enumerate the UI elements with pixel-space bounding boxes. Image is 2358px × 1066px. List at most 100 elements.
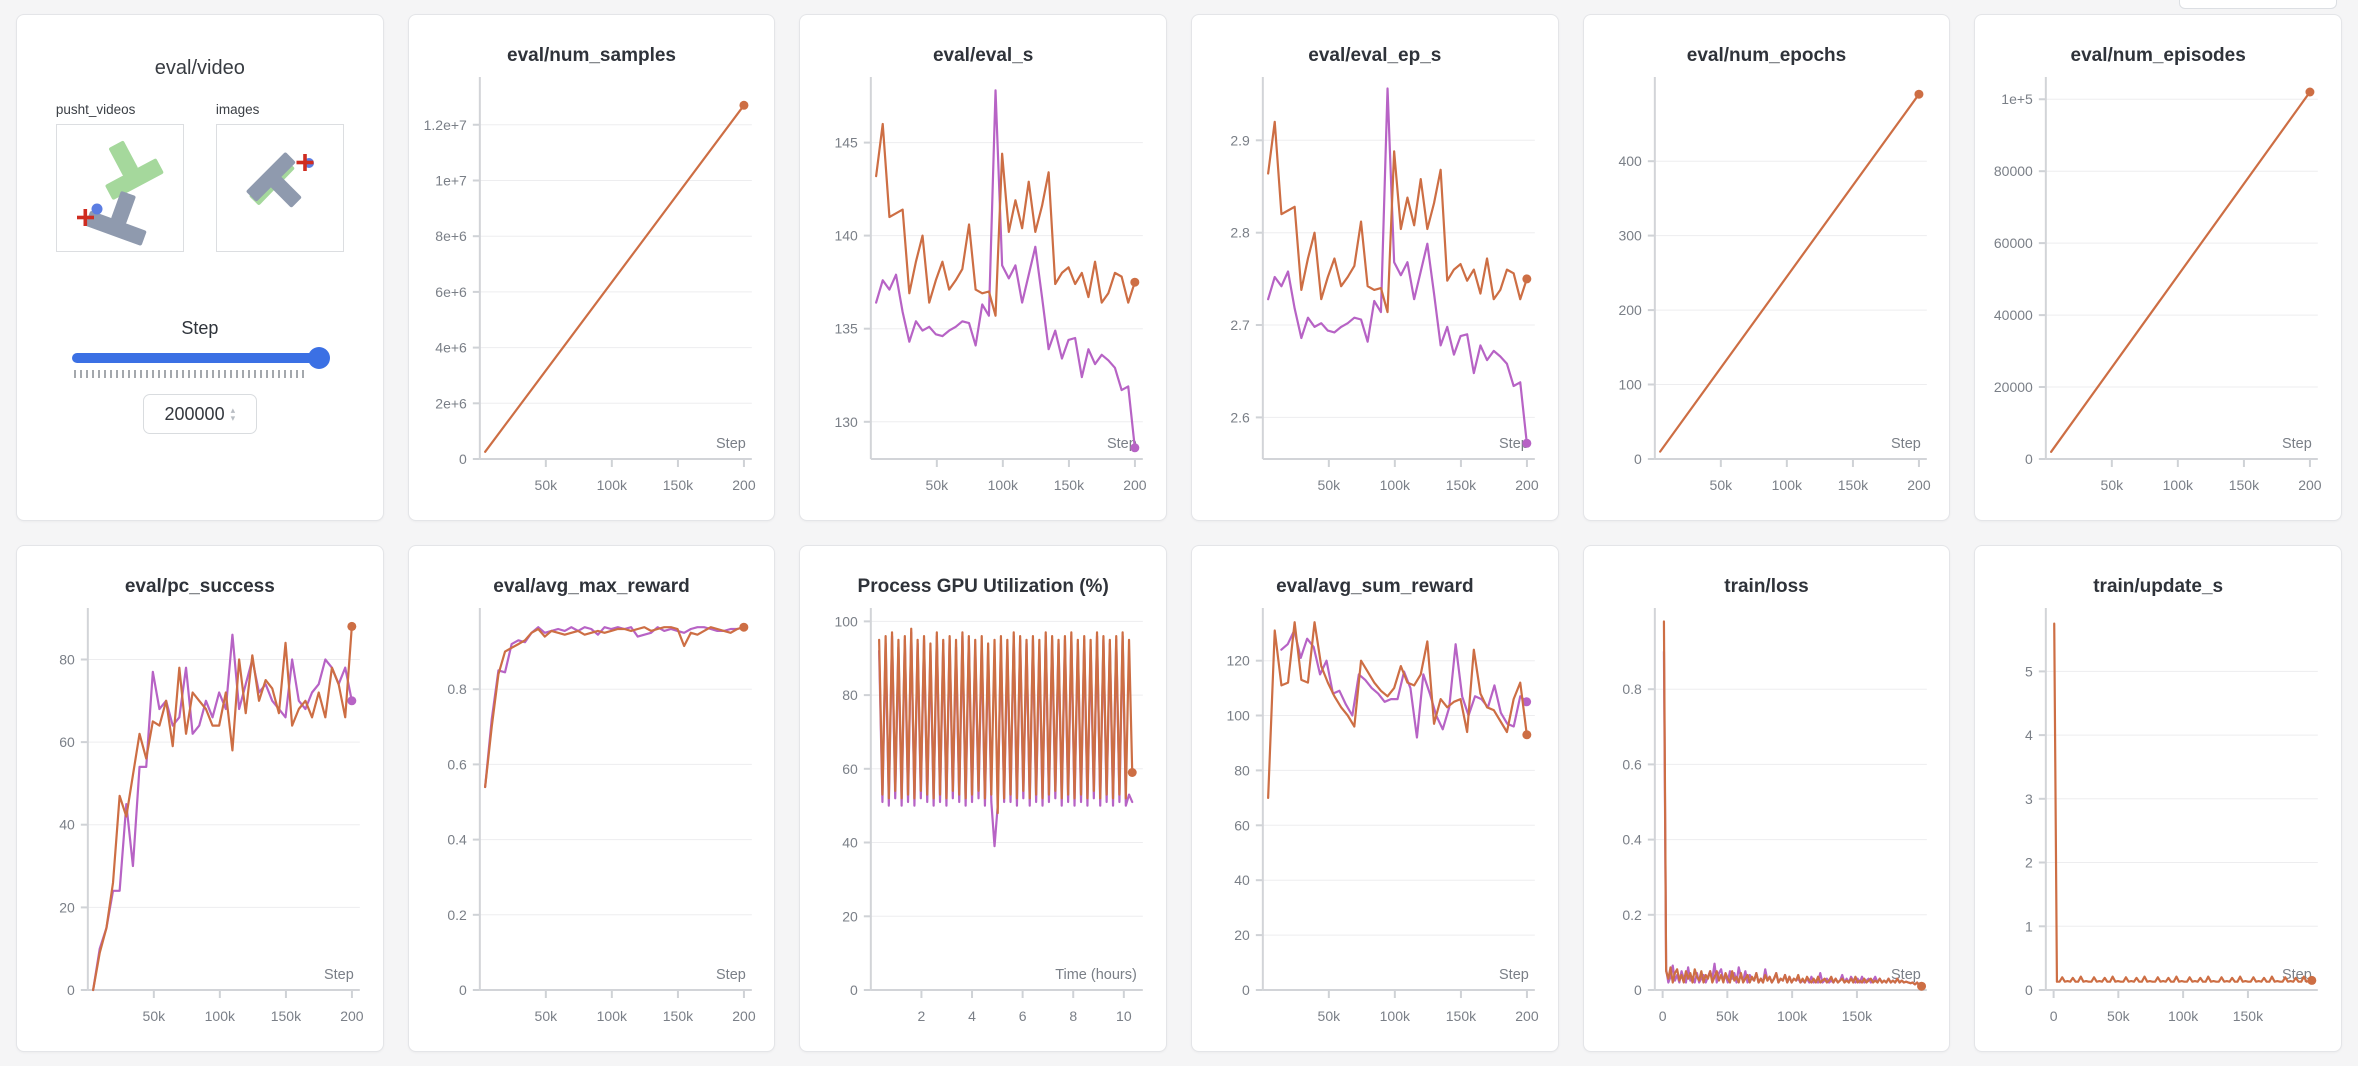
video-caption: pusht_videos xyxy=(55,102,136,117)
x-tick-label: 200 xyxy=(732,477,756,493)
panel-gpu-utilization[interactable]: Process GPU Utilization (%) 0 20 40 60 80 100… xyxy=(799,545,1167,1052)
chart-canvas: 2.6 2.7 2.8 2.9 50k 100k 150k 200 Step xyxy=(1230,77,1539,493)
x-tick-label: 100k xyxy=(596,477,627,493)
stepper-up-icon[interactable]: ▴ xyxy=(230,405,236,415)
stepper-down-icon[interactable]: ▾ xyxy=(230,413,236,423)
step-slider-ticks xyxy=(73,370,306,378)
x-tick-label: 50k xyxy=(143,1008,167,1024)
panel-eval-num-episodes[interactable]: eval/num_episodes 0 20000 40000 60000 80000 1… xyxy=(1974,14,2342,521)
x-tick-label: 100k xyxy=(1380,1008,1411,1024)
y-tick-label: 80000 xyxy=(1994,163,2033,179)
y-tick-label: 8e+6 xyxy=(435,228,467,244)
x-tick-label: 100k xyxy=(2168,1008,2199,1024)
panel-eval-eval-s[interactable]: eval/eval_s 130 135 140 145 50k 100k 150k 200 St… xyxy=(799,14,1167,521)
y-tick-label: 0.6 xyxy=(1622,756,1642,772)
chart-title: eval/avg_max_reward xyxy=(493,576,690,597)
video-frame-pusht[interactable] xyxy=(55,124,184,252)
y-tick-label: 0.8 xyxy=(447,681,467,697)
x-tick-label: 150k xyxy=(662,1008,693,1024)
y-tick-label: 100 xyxy=(1226,708,1250,724)
video-column-images: images xyxy=(215,102,344,252)
y-tick-label: 0.4 xyxy=(1622,832,1642,848)
y-tick-label: 20000 xyxy=(1994,379,2033,395)
y-tick-label: 0.4 xyxy=(447,832,467,848)
series-line-purple xyxy=(1662,650,1923,988)
end-marker-orange xyxy=(1522,730,1532,740)
panel-train-update-s[interactable]: train/update_s 0 1 2 3 4 5 0 50k 100k 150k Step xyxy=(1974,545,2342,1052)
step-value-input[interactable]: 200000 ▴ ▾ xyxy=(142,394,257,434)
panel-eval-pc-success[interactable]: eval/pc_success 0 20 40 60 80 50k 100k 150k 200 S… xyxy=(16,545,384,1052)
panel-eval-num-samples[interactable]: eval/num_samples 0 2e+6 4e+6 6e+6 8e+6 1e+7 1.… xyxy=(407,14,776,521)
x-tick-label: 150k xyxy=(2233,1008,2264,1024)
y-tick-label: 0 xyxy=(850,982,858,998)
y-tick-label: 0 xyxy=(2025,451,2033,467)
y-tick-label: 20 xyxy=(843,908,859,924)
y-tick-label: 40 xyxy=(1234,872,1250,888)
end-marker-purple xyxy=(1130,443,1140,453)
y-tick-label: 0 xyxy=(1634,451,1642,467)
x-tick-label: 150k xyxy=(271,1008,302,1024)
panel-eval-eval-ep-s[interactable]: eval/eval_ep_s 2.6 2.7 2.8 2.9 50k 100k 150k 20… xyxy=(1190,14,1559,521)
x-tick-label: 100k xyxy=(2163,477,2194,493)
x-tick-label: 2 xyxy=(918,1008,926,1024)
x-tick-label: 200 xyxy=(1124,477,1148,493)
x-tick-label: 150k xyxy=(1446,1008,1477,1024)
gray-t-shape xyxy=(85,191,147,246)
chart-canvas: 0 20 40 60 80 100 2 4 6 8 10 Time (hours) xyxy=(835,608,1144,1024)
y-tick-label: 4e+6 xyxy=(435,340,467,356)
step-slider-handle[interactable] xyxy=(307,347,330,369)
y-tick-label: 135 xyxy=(835,321,859,337)
end-marker-purple xyxy=(1522,438,1532,448)
end-marker-orange xyxy=(2305,87,2315,97)
x-tick-label: 50k xyxy=(534,477,558,493)
y-tick-label: 130 xyxy=(835,414,859,430)
x-axis-title: Step xyxy=(2282,436,2312,452)
y-tick-label: 0.6 xyxy=(447,756,467,772)
panel-eval-num-epochs[interactable]: eval/num_epochs 0 100 200 300 400 50k 100k 150k… xyxy=(1582,14,1951,521)
x-tick-label: 200 xyxy=(1515,1008,1539,1024)
y-tick-label: 2 xyxy=(2025,855,2033,871)
x-tick-label: 50k xyxy=(1318,477,1342,493)
series-line-orange xyxy=(2050,90,2312,453)
x-tick-label: 150k xyxy=(2229,477,2260,493)
end-marker-orange xyxy=(739,100,749,110)
x-tick-label: 200 xyxy=(2299,477,2323,493)
y-tick-label: 0 xyxy=(1242,982,1250,998)
x-axis-title: Step xyxy=(1891,436,1921,452)
series-line-purple xyxy=(875,89,1137,449)
partial-panel-edge xyxy=(2179,0,2337,9)
series-line-orange xyxy=(1658,93,1920,453)
end-marker-orange xyxy=(2307,975,2317,985)
panel-eval-avg-sum-reward[interactable]: eval/avg_sum_reward 0 20 40 60 80 100 120 50k 10… xyxy=(1190,545,1559,1052)
chart-title: eval/num_epochs xyxy=(1686,45,1847,66)
x-axis-title: Time (hours) xyxy=(1056,967,1138,983)
video-thumbnails: pusht_videos xyxy=(55,102,344,252)
x-axis-title: Step xyxy=(324,967,354,983)
panel-title: eval/video xyxy=(154,57,245,79)
video-frame-images[interactable] xyxy=(215,124,344,252)
y-tick-label: 2.8 xyxy=(1230,225,1250,241)
step-slider[interactable] xyxy=(71,347,330,369)
chart-canvas: 0 100 200 300 400 50k 100k 150k 200 Step xyxy=(1618,77,1930,493)
y-tick-label: 300 xyxy=(1618,228,1642,244)
y-tick-label: 0 xyxy=(459,982,467,998)
y-tick-label: 2.7 xyxy=(1230,317,1250,333)
y-tick-label: 40 xyxy=(843,835,859,851)
step-slider-track xyxy=(71,353,328,363)
y-tick-label: 120 xyxy=(1226,653,1250,669)
x-tick-label: 6 xyxy=(1019,1008,1027,1024)
chart-title: eval/num_samples xyxy=(507,45,676,66)
panel-train-loss[interactable]: train/loss 0 0.2 0.4 0.6 0.8 0 50k 100k 150k Step xyxy=(1582,545,1951,1052)
chart-title: eval/num_episodes xyxy=(2070,45,2246,66)
x-tick-label: 4 xyxy=(968,1008,976,1024)
panel-eval-video[interactable]: eval/video pusht_videos xyxy=(16,14,384,521)
x-tick-label: 200 xyxy=(1515,477,1539,493)
y-tick-label: 40000 xyxy=(1994,307,2033,323)
panel-eval-avg-max-reward[interactable]: eval/avg_max_reward 0 0.2 0.4 0.6 0.8 50k 100k… xyxy=(407,545,776,1052)
x-tick-label: 200 xyxy=(340,1008,364,1024)
chart-title: train/update_s xyxy=(2093,576,2224,597)
chart-title: eval/pc_success xyxy=(124,576,275,597)
y-tick-label: 140 xyxy=(835,228,859,244)
x-tick-label: 100k xyxy=(1380,477,1411,493)
